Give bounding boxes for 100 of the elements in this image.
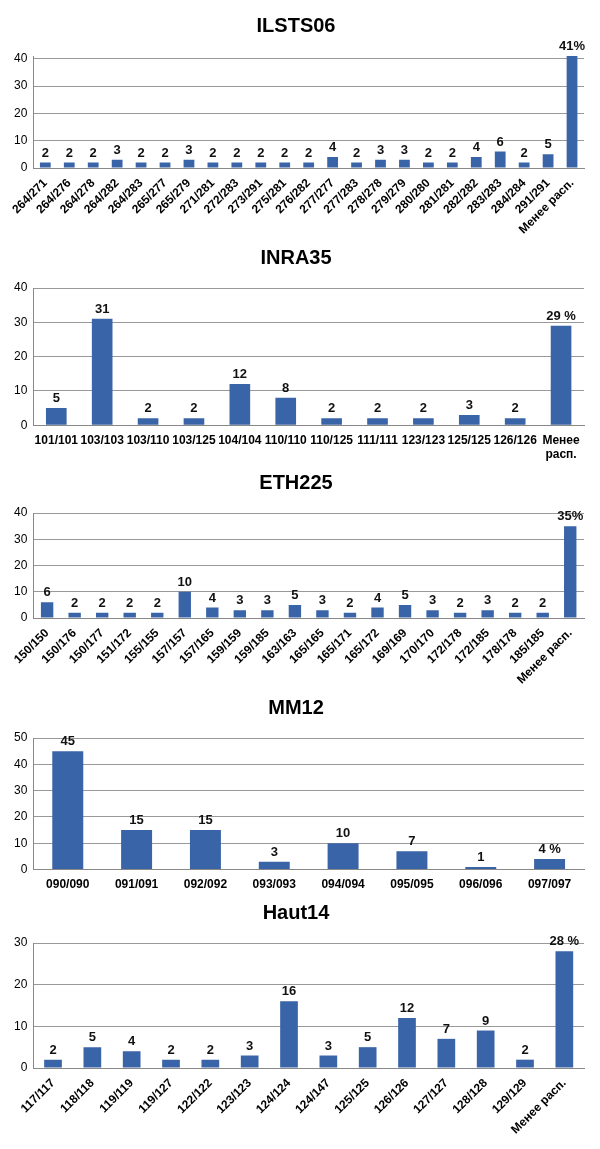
data-label: 12: [399, 1000, 415, 1016]
bar: [476, 1030, 495, 1068]
bar: [327, 157, 338, 168]
y-tick-label: 40: [13, 51, 28, 66]
data-label: 2: [49, 1041, 57, 1057]
y-tick-label: 20: [13, 348, 28, 363]
bar: [135, 162, 147, 168]
bar: [504, 418, 526, 425]
bar: [399, 159, 410, 168]
bar: [44, 1059, 62, 1068]
bar: [159, 162, 171, 168]
x-tick-label: 110/110: [264, 432, 308, 447]
data-label: 9: [482, 1012, 490, 1028]
y-tick-label: 10: [13, 584, 28, 599]
data-label: 2: [209, 144, 217, 160]
data-label: 3: [376, 141, 385, 157]
data-label: 3: [400, 141, 409, 157]
data-label: 4 %: [538, 841, 562, 857]
bar: [516, 1059, 534, 1068]
y-tick-label: 10: [13, 383, 28, 398]
y-tick-label: 0: [20, 610, 28, 625]
bar: [470, 157, 482, 168]
y-tick-label: 20: [13, 105, 28, 120]
data-label: 5: [88, 1029, 96, 1045]
x-tick-label: 094/094: [321, 877, 366, 892]
bar: [303, 162, 315, 168]
data-label: 2: [521, 1041, 529, 1057]
x-tick-label: 103/103: [80, 432, 125, 447]
data-label: 2: [328, 400, 336, 416]
bar: [275, 397, 297, 425]
data-label: 15: [198, 812, 213, 828]
bar: [68, 612, 81, 618]
bar: [183, 159, 195, 168]
bar: [255, 162, 267, 168]
data-label: 3: [113, 141, 121, 157]
data-label: 3: [318, 592, 327, 608]
x-tick-label: 101/101: [34, 432, 79, 447]
y-tick-label: 20: [13, 976, 28, 991]
data-label: 2: [167, 1041, 175, 1057]
y-tick-label: 40: [13, 505, 28, 520]
x-tick-label: 126/126: [493, 432, 538, 447]
bar: [465, 866, 497, 870]
data-label: 2: [153, 594, 161, 610]
chart-title: INRA35: [260, 245, 332, 268]
data-label: 15: [129, 812, 144, 828]
x-tick-label: 125/125: [447, 432, 492, 447]
data-label: 2: [206, 1041, 214, 1057]
data-label: 10: [335, 825, 351, 841]
x-tick-label: 092/092: [183, 877, 228, 892]
data-label: 12: [232, 366, 248, 382]
x-tick-label: Менее расп.: [542, 432, 581, 462]
bar: [321, 418, 342, 425]
bar: [162, 1059, 180, 1068]
bar: [481, 610, 494, 618]
y-tick-label: 30: [13, 531, 28, 546]
bar: [111, 159, 123, 168]
bar: [555, 951, 574, 1068]
data-label: 2: [257, 144, 265, 160]
data-label: 2: [305, 144, 313, 160]
x-tick-label: 104/104: [218, 432, 262, 447]
bar: [87, 162, 99, 168]
bar: [39, 162, 51, 168]
data-label: 2: [373, 400, 382, 416]
bar: [437, 1038, 456, 1068]
data-label: 6: [496, 133, 504, 149]
bar: [446, 162, 458, 168]
data-label: 7: [408, 833, 416, 849]
y-tick-label: 20: [13, 809, 28, 824]
y-tick-label: 0: [20, 417, 28, 432]
y-tick-label: 10: [13, 1018, 28, 1033]
bar: [453, 612, 467, 618]
bar: [137, 418, 159, 425]
data-label: 2: [137, 144, 145, 160]
data-label: 10: [177, 573, 193, 589]
x-tick-label: 110/125: [310, 432, 354, 447]
bar: [375, 159, 386, 168]
y-tick-label: 30: [13, 782, 28, 797]
bar: [343, 612, 357, 618]
bar: [534, 859, 566, 870]
bar: [63, 162, 75, 168]
chart-title: ETH225: [259, 470, 333, 493]
data-label: 45: [60, 733, 75, 749]
y-tick-label: 10: [13, 835, 28, 850]
bar: [240, 1055, 259, 1068]
bar: [422, 162, 434, 168]
bar: [398, 1018, 416, 1068]
y-tick-label: 10: [13, 133, 28, 147]
bar: [261, 610, 274, 618]
y-tick-label: 30: [13, 314, 28, 329]
data-label: 2: [233, 144, 241, 160]
y-tick-label: 0: [20, 1060, 28, 1075]
bar: [52, 751, 84, 870]
data-label: 4: [208, 589, 217, 605]
data-label: 3: [428, 592, 437, 608]
data-label: 5: [544, 136, 552, 152]
data-label: 2: [161, 144, 169, 160]
y-tick-label: 0: [20, 160, 28, 175]
bar: [121, 830, 153, 870]
bar: [288, 604, 302, 618]
data-label: 7: [442, 1020, 450, 1036]
